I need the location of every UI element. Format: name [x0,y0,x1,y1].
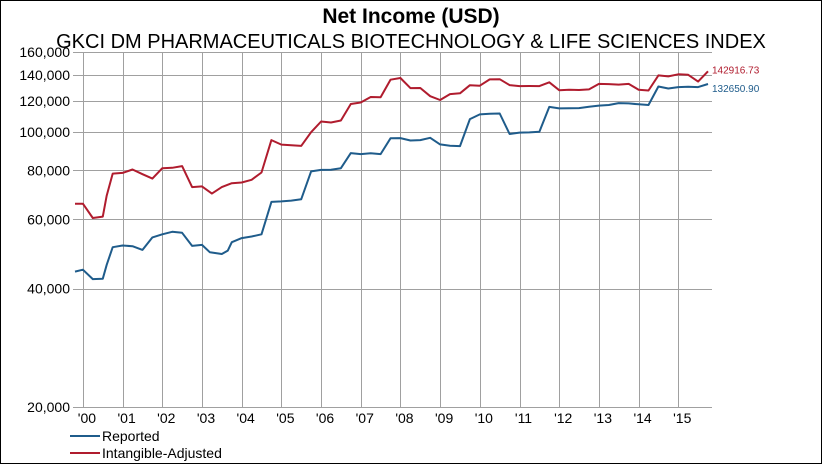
x-tick-label: '05 [276,410,294,426]
series-end-value-label: 132650.90 [712,84,760,95]
legend-swatch-reported [70,434,100,437]
legend-label-reported: Reported [102,427,160,444]
y-tick-label: 80,000 [27,162,70,178]
y-tick-label: 20,000 [27,399,70,415]
x-tick-label: '08 [395,410,413,426]
x-tick-label: '14 [633,410,651,426]
x-tick-label: '02 [157,410,175,426]
legend-item-reported: Reported [70,427,222,444]
x-tick-label: '10 [475,410,493,426]
x-tick-label: '13 [594,410,612,426]
y-tick-label: 120,000 [19,93,70,109]
x-tick-label: '07 [356,410,374,426]
legend-label-intangible-adjusted: Intangible-Adjusted [102,444,222,461]
chart-subtitle: GKCI DM PHARMACEUTICALS BIOTECHNOLOGY & … [56,31,766,53]
series-end-value-label: 142916.73 [712,65,760,76]
x-tick-label: '03 [197,410,215,426]
x-tick-label: '11 [515,410,532,426]
x-tick-label: '01 [117,410,135,426]
x-tick-label: '04 [237,410,255,426]
y-tick-label: 160,000 [19,44,70,60]
x-tick-label: '12 [554,410,572,426]
legend-item-intangible-adjusted: Intangible-Adjusted [70,444,222,461]
series-line-reported [74,83,709,281]
x-tick-label: '15 [673,410,691,426]
y-tick-label: 60,000 [27,211,70,227]
legend-swatch-intangible-adjusted [70,451,100,454]
y-tick-label: 40,000 [27,281,70,297]
y-tick-label: 100,000 [19,124,70,140]
chart-legend: Reported Intangible-Adjusted [70,427,222,461]
y-tick-label: 140,000 [19,67,70,83]
x-tick-label: '09 [435,410,453,426]
x-tick-label: '06 [316,410,334,426]
x-tick-label: '00 [78,410,96,426]
chart-title: Net Income (USD) [322,5,500,28]
series-line-intangible-adjusted [75,70,709,219]
